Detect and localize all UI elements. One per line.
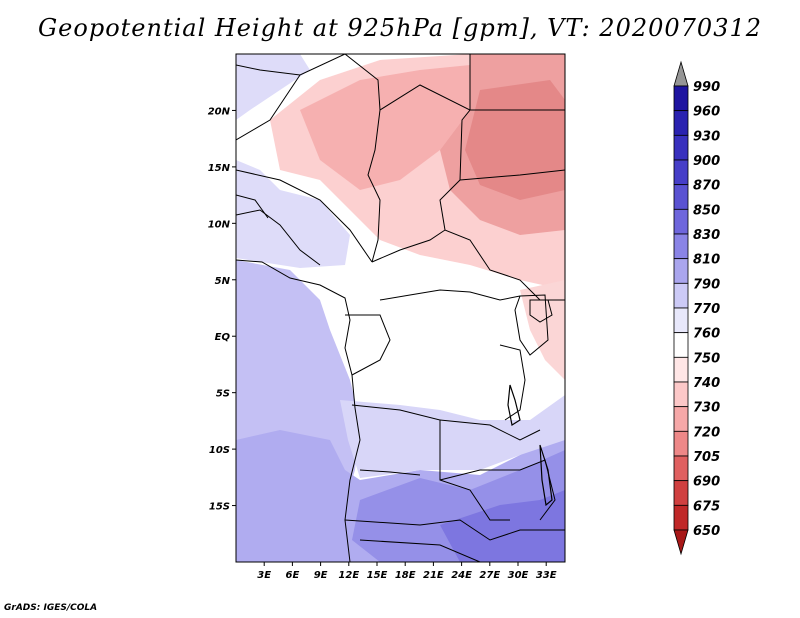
colorbar-swatch (673, 430, 689, 457)
colorbar-bottom-arrow (673, 529, 689, 556)
x-axis-ticks: 3E 6E 9E 12E 15E 18E 21E 24E 27E 30E 33E (257, 562, 557, 581)
x-tick-label: 24E (451, 570, 472, 581)
x-tick-label: 18E (395, 570, 416, 581)
colorbar-label: 990 (693, 80, 720, 95)
central-basin-region (380, 285, 545, 410)
colorbar-swatch (673, 480, 689, 506)
colorbar: 990 960 930 900 870 850 830 810 790 770 760 750 740 7… (673, 60, 720, 556)
x-tick-label: 12E (338, 570, 359, 581)
colorbar-swatch (673, 381, 689, 408)
y-tick-label: 10S (209, 445, 230, 456)
y-tick-label: 5S (216, 389, 230, 400)
colorbar-label: 750 (693, 351, 720, 366)
colorbar-label: 720 (693, 425, 720, 440)
y-tick-label: 20N (208, 106, 231, 117)
colorbar-swatch (673, 307, 689, 334)
west-africa-light-region (236, 160, 350, 268)
colorbar-swatch (673, 455, 689, 482)
colorbar-swatch (673, 233, 689, 260)
height-field (236, 54, 565, 562)
x-tick-label: 33E (536, 570, 557, 581)
grads-credit: GrADS: IGES/COLA (4, 603, 98, 613)
colorbar-swatch (673, 85, 689, 112)
x-tick-label: 3E (257, 570, 271, 581)
y-axis-ticks: 20N 15N 10N 5N EQ 5S 10S 15S (208, 106, 236, 513)
colorbar-label: 810 (693, 253, 720, 268)
colorbar-swatch (673, 258, 689, 284)
y-tick-label: 15N (208, 163, 231, 174)
colorbar-label: 790 (693, 277, 720, 292)
map-frame (235, 53, 566, 563)
colorbar-swatch (673, 110, 689, 136)
y-tick-label: 15S (209, 502, 230, 513)
colorbar-label: 705 (693, 450, 720, 465)
colorbar-label: 870 (693, 179, 720, 194)
colorbar-swatch (673, 356, 689, 383)
east-africa-pink-region (520, 280, 565, 380)
colorbar-label: 960 (693, 105, 720, 120)
northeast-peak-region (465, 80, 565, 200)
colorbar-swatch (673, 134, 689, 161)
y-tick-label: 10N (208, 219, 231, 230)
colorbar-swatch (673, 208, 689, 235)
central-south-region (340, 395, 565, 478)
colorbar-label: 690 (693, 475, 720, 490)
colorbar-swatch (673, 332, 689, 358)
colorbar-label: 770 (693, 302, 720, 317)
country-borders (236, 54, 565, 562)
colorbar-label: 850 (693, 203, 720, 218)
colorbar-label: 830 (693, 228, 720, 243)
x-tick-label: 15E (367, 570, 388, 581)
colorbar-swatch (673, 282, 689, 309)
colorbar-swatch (673, 406, 689, 432)
x-tick-label: 21E (423, 570, 444, 581)
colorbar-label: 930 (693, 129, 720, 144)
colorbar-swatch (673, 184, 689, 210)
colorbar-label: 730 (693, 401, 720, 416)
colorbar-label: 760 (693, 327, 720, 342)
colorbar-top-arrow (673, 60, 689, 87)
colorbar-label: 740 (693, 376, 720, 391)
y-tick-label: 5N (215, 276, 231, 287)
x-tick-label: 27E (479, 570, 500, 581)
x-tick-label: 30E (508, 570, 529, 581)
x-tick-label: 9E (314, 570, 328, 581)
colorbar-swatch (673, 504, 689, 531)
map-title: Geopotential Height at 925hPa [gpm], VT:… (38, 14, 762, 42)
southeast-low-region (440, 490, 565, 562)
x-tick-label: 6E (286, 570, 300, 581)
colorbar-swatch (673, 159, 689, 186)
colorbar-label: 900 (693, 154, 720, 169)
colorbar-label: 675 (693, 499, 720, 514)
sahara-light-pink-region (300, 65, 470, 190)
colorbar-label: 650 (693, 524, 720, 539)
y-tick-label: EQ (215, 332, 231, 343)
nw-light-region (236, 54, 310, 120)
